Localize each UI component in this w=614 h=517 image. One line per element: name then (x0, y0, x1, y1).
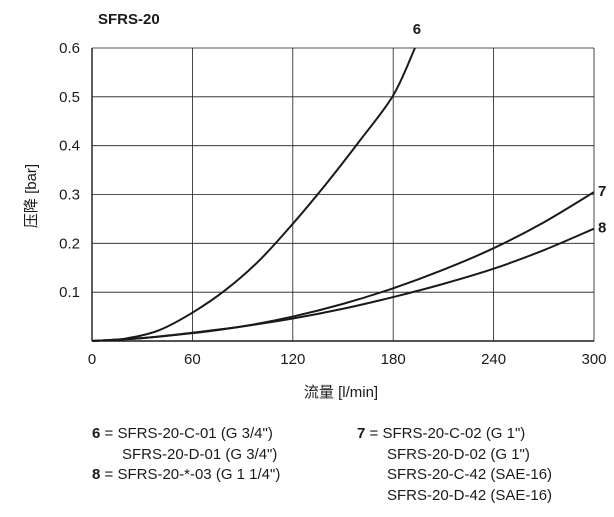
legend-equals: = (104, 425, 118, 442)
legend-item-7: 7 = SFRS-20-C-02 (G 1") (357, 424, 552, 445)
y-tick-label: 0.3 (59, 187, 80, 204)
y-axis-title: 压降 [bar] (23, 164, 40, 228)
curve-labels: 6 7 8 (413, 21, 607, 237)
pressure-drop-chart: SFRS-20 压降 [bar] 流量 [l/min] 0 60 120 180 240… (23, 11, 607, 400)
legend-item-7-cont: SFRS-20-C-42 (SAE-16) (357, 465, 552, 486)
curve-label-6: 6 (413, 21, 421, 38)
legend-number: 7 (357, 425, 366, 442)
legend-item-7-cont: SFRS-20-D-02 (G 1") (357, 445, 552, 466)
x-tick-label: 60 (184, 351, 201, 368)
x-tick-label: 0 (88, 351, 96, 368)
legend-column-2: 7 = SFRS-20-C-02 (G 1") SFRS-20-D-02 (G … (357, 424, 552, 506)
legend-text: SFRS-20-D-01 (G 3/4") (122, 445, 278, 463)
tick-labels: 0 60 120 180 240 300 0.1 0.2 0.3 0.4 0.5 0.6 (59, 40, 606, 368)
legend-text: SFRS-20-C-01 (G 3/4") (117, 425, 273, 442)
legend-number: 8 (92, 466, 101, 483)
y-tick-label: 0.2 (59, 235, 80, 252)
legend-equals: = (104, 466, 118, 483)
legend-number: 6 (92, 425, 101, 442)
x-tick-label: 180 (381, 351, 406, 368)
series-line-6 (91, 47, 416, 342)
legend-item-6: 6 = SFRS-20-C-01 (G 3/4") (92, 424, 280, 445)
legend-item-8: 8 = SFRS-20-*-03 (G 1 1/4") (92, 465, 280, 486)
x-tick-label: 240 (481, 351, 506, 368)
legend-text: SFRS-20-C-02 (G 1") (382, 425, 526, 442)
series-lines (91, 47, 595, 342)
x-tick-label: 120 (280, 351, 305, 368)
grid (91, 47, 595, 342)
y-tick-label: 0.5 (59, 89, 80, 106)
curve-label-8: 8 (598, 220, 606, 237)
legend-item-6-cont: SFRS-20-D-01 (G 3/4") (92, 445, 280, 466)
y-tick-label: 0.4 (59, 138, 80, 155)
x-tick-label: 300 (581, 351, 606, 368)
legend-item-7-cont: SFRS-20-D-42 (SAE-16) (357, 486, 552, 507)
curve-label-7: 7 (598, 183, 606, 200)
legend-column-1: 6 = SFRS-20-C-01 (G 3/4") SFRS-20-D-01 (… (92, 424, 280, 486)
legend-text: SFRS-20-D-42 (SAE-16) (387, 486, 553, 504)
x-axis-title: 流量 [l/min] (304, 384, 378, 400)
legend-text: SFRS-20-*-03 (G 1 1/4") (117, 466, 281, 483)
legend-equals: = (369, 425, 383, 442)
legend-text: SFRS-20-C-42 (SAE-16) (387, 466, 553, 483)
series-line-7 (91, 191, 595, 342)
legend-text: SFRS-20-D-02 (G 1") (387, 445, 530, 463)
chart-title: SFRS-20 (98, 11, 160, 28)
y-tick-label: 0.1 (59, 284, 80, 301)
series-line-8 (91, 227, 595, 342)
y-tick-label: 0.6 (59, 40, 80, 57)
